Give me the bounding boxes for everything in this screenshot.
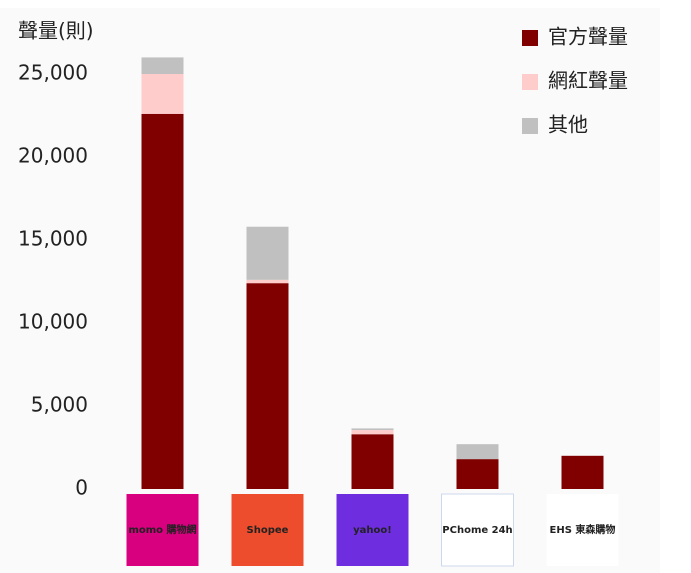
bar-segment [246, 226, 289, 280]
logo [336, 494, 409, 566]
x-tick-label: momo 購物網 [128, 523, 196, 536]
x-tick-label: Shopee [247, 525, 289, 536]
bar-segment [351, 430, 394, 435]
bar-segment [351, 434, 394, 489]
bar-segment [246, 283, 289, 489]
logo [441, 493, 514, 567]
legend-label: 其他 [548, 113, 588, 137]
bar-segment [246, 279, 289, 284]
plot-background [0, 8, 660, 573]
legend-label: 網紅聲量 [548, 69, 628, 93]
x-tick-label: PChome 24h [442, 525, 512, 536]
logo [126, 494, 199, 566]
bar-segment [351, 428, 394, 431]
legend-swatch [522, 74, 538, 90]
logo [231, 494, 304, 566]
logo [546, 494, 619, 566]
bar-segment [561, 455, 604, 489]
y-tick-label: 10,000 [18, 310, 88, 334]
x-tick-label: EHS 東森購物 [550, 523, 616, 536]
bar-segment [456, 459, 499, 489]
y-tick-label: 0 [75, 476, 88, 500]
bar-segment [456, 444, 499, 460]
y-tick-label: 5,000 [31, 393, 88, 417]
y-tick-label: 25,000 [18, 61, 88, 85]
legend-swatch [522, 118, 538, 134]
y-tick-label: 20,000 [18, 144, 88, 168]
y-axis-label: 聲量(則) [18, 19, 94, 43]
y-tick-label: 15,000 [18, 227, 88, 251]
x-tick-label: yahoo! [353, 525, 392, 536]
bar-segment [141, 57, 184, 74]
legend-swatch [522, 30, 538, 46]
bar-segment [141, 113, 184, 489]
bar-segment [141, 74, 184, 114]
legend-label: 官方聲量 [548, 25, 628, 49]
